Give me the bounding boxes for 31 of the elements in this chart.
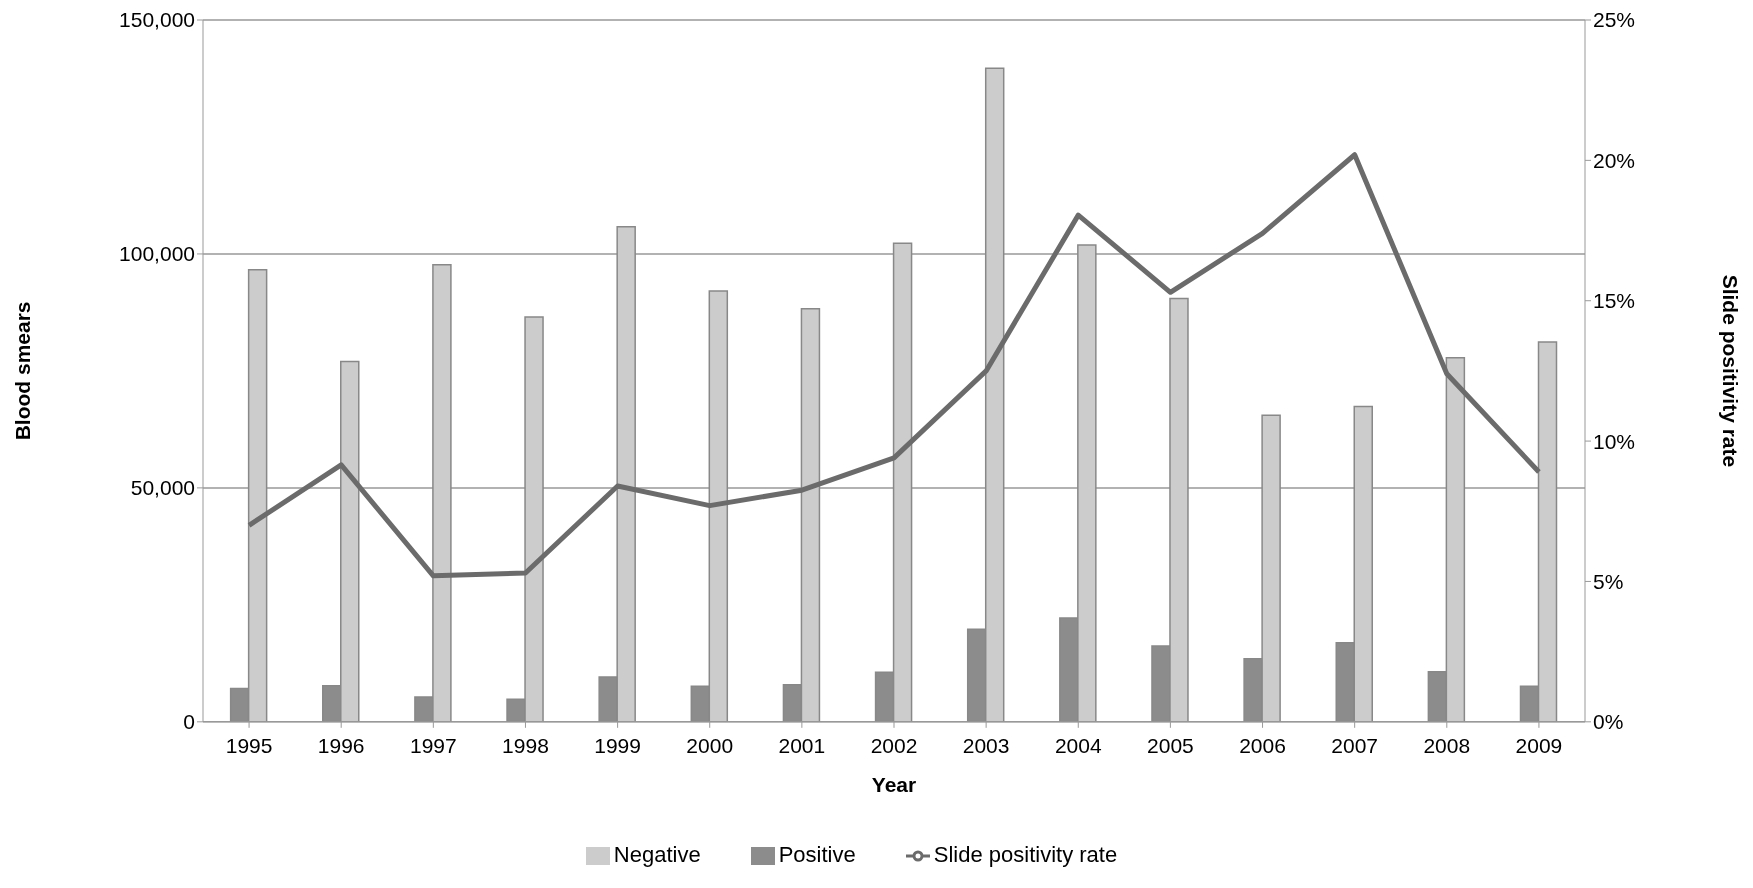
- y2-tick-label: 10%: [1593, 429, 1636, 453]
- legend-label: Slide positivity rate: [933, 841, 1118, 867]
- legend-label: Negative: [613, 841, 701, 867]
- x-tick-label: 2005: [1147, 733, 1194, 757]
- y-tick-label: 50,000: [130, 476, 195, 500]
- x-tick-label: 2002: [870, 733, 918, 757]
- x-tick-label: 2009: [1515, 733, 1563, 757]
- x-tick-label: 2001: [778, 733, 826, 757]
- y2-tick-label: 25%: [1593, 8, 1636, 32]
- x-tick-label: 2006: [1239, 733, 1286, 757]
- x-tick-label: 2008: [1423, 733, 1471, 757]
- x-axis-title: Year: [871, 772, 917, 796]
- y2-tick-label: 5%: [1593, 569, 1624, 593]
- x-tick-label: 1999: [594, 733, 641, 757]
- legend-label: Positive: [778, 841, 856, 867]
- x-tick-label: 2007: [1331, 733, 1379, 757]
- x-tick-label: 2000: [686, 733, 734, 757]
- y2-axis-title: Slide positivity rate: [1718, 274, 1742, 468]
- y2-tick-label: 15%: [1593, 289, 1636, 313]
- x-tick-label: 1997: [409, 733, 457, 757]
- y-tick-label: 0: [183, 710, 195, 734]
- x-tick-label: 1995: [225, 733, 273, 757]
- x-tick-label: 2003: [962, 733, 1010, 757]
- y2-tick-label: 20%: [1593, 148, 1636, 172]
- x-tick-label: 1996: [317, 733, 365, 757]
- y-tick-label: 100,000: [119, 242, 195, 266]
- y-axis-title: Blood smears: [11, 301, 35, 441]
- y-tick-label: 150,000: [119, 8, 195, 32]
- x-tick-label: 1998: [502, 733, 549, 757]
- x-tick-label: 2004: [1054, 733, 1102, 757]
- y2-tick-label: 0%: [1593, 710, 1624, 734]
